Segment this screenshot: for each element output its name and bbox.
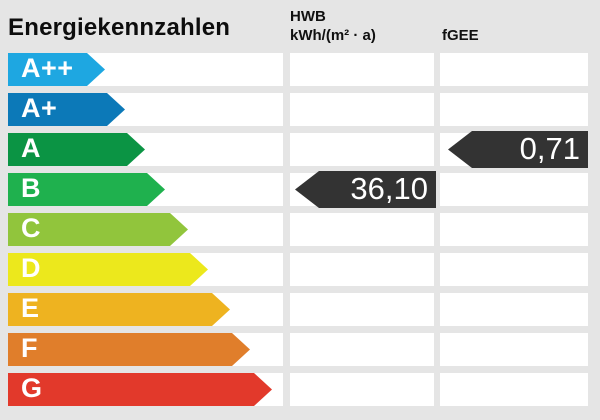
hwb-cell: 36,10 [290,171,436,208]
scale-cell: A+ [8,93,283,126]
scale-row: A++ [8,53,588,86]
scale-cell: F [8,333,283,366]
hwb-cell [290,253,434,286]
grade-arrow: D [8,253,208,286]
scale-cell: A++ [8,53,283,86]
page-title: Energiekennzahlen [8,14,231,41]
fgee-value-arrow: 0,71 [448,131,588,168]
fgee-cell: 0,71 [440,131,588,168]
scale-row: D [8,253,588,286]
scale-row: B 36,10 [8,171,588,208]
fgee-cell [440,93,588,126]
grade-label: C [21,213,41,243]
grade-label: A++ [21,53,74,83]
scale-cell: C [8,213,283,246]
scale-cell: G [8,373,283,406]
fgee-cell [440,373,588,406]
grade-label: G [21,373,43,403]
grade-label: A [21,133,41,163]
hwb-unit: kWh/(m² · a) [290,27,376,44]
hwb-cell [290,293,434,326]
scale-row: F [8,333,588,366]
fgee-value-arrow-label: 0,71 [519,131,580,166]
grade-arrow: A+ [8,93,125,126]
scale-row: A+ [8,93,588,126]
fgee-column-header: fGEE [442,27,479,44]
hwb-cell [290,53,434,86]
scale-row: G [8,373,588,406]
scale-cell: A [8,133,283,166]
hwb-value-arrow-label: 36,10 [350,171,428,206]
grade-label: E [21,293,40,323]
hwb-value-arrow: 36,10 [295,171,436,208]
fgee-cell [440,173,588,206]
grade-arrow: A [8,133,145,166]
hwb-column-header: HWB kWh/(m² · a) [290,7,376,45]
scale-row: C [8,213,588,246]
grade-label: D [21,253,41,283]
grade-label: A+ [21,93,58,123]
hwb-cell [290,133,434,166]
rating-scale-grid: A++ A+ A 0,71 B 36,10 [8,53,588,406]
fgee-cell [440,293,588,326]
hwb-label: HWB [290,8,326,25]
grade-arrow: C [8,213,188,246]
grade-arrow: A++ [8,53,105,86]
hwb-cell [290,213,434,246]
scale-cell: D [8,253,283,286]
grade-arrow: F [8,333,250,366]
hwb-cell [290,373,434,406]
scale-cell: E [8,293,283,326]
grade-label: B [21,173,41,203]
scale-row: A 0,71 [8,131,588,168]
fgee-cell [440,333,588,366]
fgee-cell [440,213,588,246]
scale-cell: B [8,173,283,206]
fgee-cell [440,253,588,286]
scale-row: E [8,293,588,326]
grade-label: F [21,333,38,363]
hwb-cell [290,93,434,126]
grade-arrow: G [8,373,272,406]
hwb-cell [290,333,434,366]
grade-arrow: B [8,173,165,206]
fgee-cell [440,53,588,86]
grade-arrow: E [8,293,230,326]
